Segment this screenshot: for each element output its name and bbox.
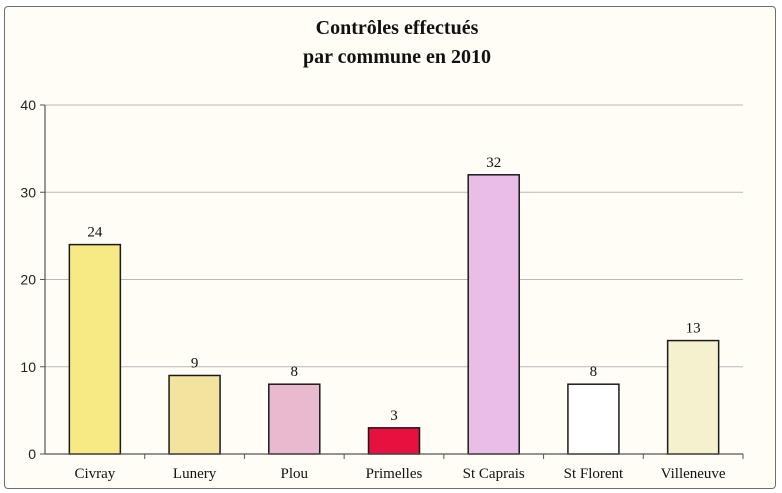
bar-st-caprais bbox=[467, 174, 520, 455]
y-tick-label: 0 bbox=[28, 446, 36, 462]
category-label: Primelles bbox=[366, 466, 423, 482]
data-label: 32 bbox=[486, 155, 501, 171]
data-label: 13 bbox=[686, 321, 701, 337]
data-label: 3 bbox=[390, 408, 398, 424]
y-axis-ticks: 0 10 20 30 40 bbox=[20, 97, 45, 462]
y-tick-label: 20 bbox=[20, 272, 36, 288]
category-label: Lunery bbox=[173, 466, 217, 482]
bar-villeneuve bbox=[666, 339, 720, 455]
chart-subtitle: par commune en 2010 bbox=[303, 46, 491, 68]
bar-lunery bbox=[168, 374, 221, 455]
category-label: Villeneuve bbox=[661, 466, 726, 482]
bar-civray bbox=[68, 243, 122, 455]
data-label: 24 bbox=[87, 225, 103, 241]
chart-title: Contrôles effectués bbox=[316, 17, 479, 39]
data-label: 8 bbox=[590, 364, 598, 380]
gridlines bbox=[45, 104, 743, 368]
category-label: Civray bbox=[74, 466, 115, 482]
bar-plou bbox=[268, 383, 321, 455]
data-labels: 24 9 8 3 32 8 13 bbox=[87, 155, 700, 424]
chart-frame bbox=[4, 6, 776, 489]
category-label: St Florent bbox=[564, 466, 624, 482]
category-label: St Caprais bbox=[463, 466, 525, 482]
y-tick-label: 30 bbox=[20, 184, 36, 200]
category-label: Plou bbox=[281, 466, 309, 482]
y-tick-label: 10 bbox=[20, 359, 36, 375]
y-tick-label: 40 bbox=[20, 97, 36, 113]
data-label: 8 bbox=[291, 364, 299, 380]
category-labels: Civray Lunery Plou Primelles St Caprais St Fl… bbox=[74, 454, 744, 482]
bars bbox=[68, 174, 720, 455]
bar-primelles bbox=[367, 427, 421, 455]
data-label: 9 bbox=[191, 355, 199, 371]
bar-st-florent bbox=[567, 383, 620, 455]
